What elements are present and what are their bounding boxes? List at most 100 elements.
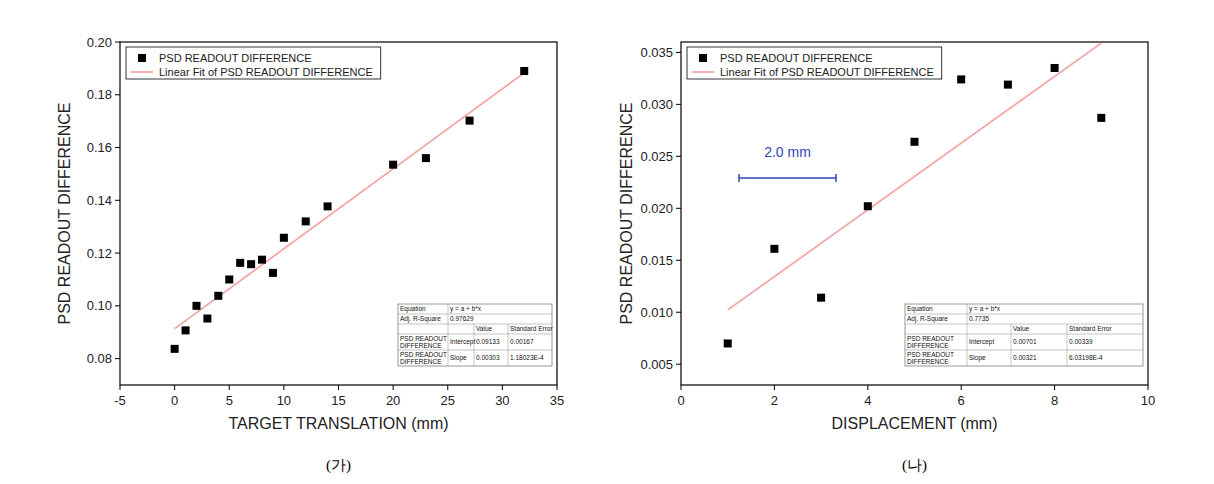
y-tick-label: 0.020 xyxy=(640,201,673,216)
x-axis-title: DISPLACEMENT (mm) xyxy=(832,415,998,432)
x-tick-label: 35 xyxy=(550,393,564,408)
x-tick-label: 15 xyxy=(331,393,345,408)
legend-marker-swatch xyxy=(699,54,707,62)
caption: (가) xyxy=(326,457,351,474)
fit-table-cell: y = a + b*x xyxy=(450,305,482,313)
fit-table-cell: 0.09133 xyxy=(476,338,500,345)
annotation: 2.0 mm xyxy=(739,144,836,182)
fit-table-rule xyxy=(448,304,449,366)
fit-table-cell: Value xyxy=(1013,325,1030,332)
x-tick-label: 5 xyxy=(226,393,233,408)
legend-label: PSD READOUT DIFFERENCE xyxy=(720,52,873,64)
x-tick xyxy=(174,385,175,390)
fit-table-cell: Equation xyxy=(400,305,426,313)
scatter-point xyxy=(911,138,919,146)
legend: PSD READOUT DIFFERENCELinear Fit of PSD … xyxy=(126,47,381,79)
scale-bar-end xyxy=(738,174,740,182)
x-tick xyxy=(447,385,448,390)
y-tick-label: 0.015 xyxy=(640,253,673,268)
x-tick xyxy=(681,385,682,390)
fit-table-cell: 0.00167 xyxy=(510,338,534,345)
plot-frame xyxy=(681,42,1148,385)
legend-box xyxy=(687,47,942,79)
fit-table-rule xyxy=(508,324,509,366)
x-tick-label: 4 xyxy=(864,393,871,408)
x-tick-label: 0 xyxy=(171,393,178,408)
data-group xyxy=(724,43,1106,347)
fit-table-row-label: PSD READOUTDIFFERENCE xyxy=(907,335,954,349)
scatter-point xyxy=(302,217,310,225)
y-tick xyxy=(115,147,120,148)
y-tick-label: 0.010 xyxy=(640,305,673,320)
fit-table-cell: Slope xyxy=(969,354,986,362)
x-tick-label: 0 xyxy=(677,393,684,408)
fit-table-cell: 0.00303 xyxy=(476,354,500,361)
x-tick xyxy=(1054,385,1055,390)
x-tick-label: 10 xyxy=(277,393,291,408)
fit-table-cell: Standard Error xyxy=(510,325,553,332)
y-tick xyxy=(115,42,120,43)
data-group xyxy=(171,67,529,353)
fit-line xyxy=(728,43,1102,310)
scatter-point xyxy=(269,269,277,277)
fit-table-cell: Adj. R-Square xyxy=(400,315,441,323)
x-tick xyxy=(557,385,558,390)
x-tick-label: 25 xyxy=(441,393,455,408)
fit-line xyxy=(175,73,525,329)
fit-table: Equationy = a + b*xAdj. R-Square0.97629V… xyxy=(398,304,553,366)
scale-bar xyxy=(739,177,836,179)
x-tick xyxy=(120,385,121,390)
scatter-point xyxy=(236,259,244,267)
scatter-point xyxy=(171,345,179,353)
y-axis-title: PSD READOUT DIFFERENCE xyxy=(618,103,635,325)
legend-label: PSD READOUT DIFFERENCE xyxy=(159,52,312,64)
x-tick-label: 20 xyxy=(386,393,400,408)
scatter-point xyxy=(280,234,288,242)
fit-table-cell: Intercept xyxy=(450,338,475,346)
scatter-point xyxy=(770,245,778,253)
x-tick xyxy=(338,385,339,390)
y-tick xyxy=(115,305,120,306)
legend: PSD READOUT DIFFERENCE Linear Fit of PSD … xyxy=(687,47,942,79)
row-label-line: PSD READOUT xyxy=(400,335,447,342)
fit-table-row-label: PSD READOUTDIFFERENCE xyxy=(907,351,954,365)
scale-bar-end xyxy=(835,174,837,182)
scatter-point xyxy=(225,275,233,283)
y-tick xyxy=(676,208,681,209)
y-tick-label: 0.14 xyxy=(87,193,112,208)
page: -5051015202530350.080.100.120.140.160.18… xyxy=(0,0,1214,484)
y-axis-title: PSD READOUT DIFFERENCE xyxy=(56,103,73,325)
row-label-line: DIFFERENCE xyxy=(400,358,442,365)
y-tick xyxy=(115,200,120,201)
y-tick-label: 0.025 xyxy=(640,149,673,164)
fit-table-box xyxy=(905,304,1143,366)
fit-table-box xyxy=(398,304,552,366)
y-tick-label: 0.030 xyxy=(640,97,673,112)
scatter-point xyxy=(324,202,332,210)
x-tick-label: -5 xyxy=(114,393,126,408)
row-label-line: DIFFERENCE xyxy=(400,342,442,349)
row-label-line: PSD READOUT xyxy=(907,351,954,358)
y-tick-label: 0.035 xyxy=(640,45,673,60)
x-tick-label: 2 xyxy=(771,393,778,408)
legend-box xyxy=(126,47,381,79)
fit-table-cell: 0.00701 xyxy=(1013,338,1037,345)
fit-table-cell: Standard Error xyxy=(1069,325,1112,332)
fit-table-cell: 1.18023E-4 xyxy=(510,354,544,361)
row-label-line: DIFFERENCE xyxy=(907,358,949,365)
y-tick-label: 0.16 xyxy=(87,140,112,155)
x-tick xyxy=(502,385,503,390)
x-tick xyxy=(229,385,230,390)
scatter-point xyxy=(389,161,397,169)
scatter-point xyxy=(247,260,255,268)
y-tick-label: 0.005 xyxy=(640,357,673,372)
fit-table-cell: 0.97629 xyxy=(450,315,474,322)
y-tick xyxy=(676,312,681,313)
x-axis-title: TARGET TRANSLATION (mm) xyxy=(228,415,448,432)
scatter-point xyxy=(520,67,528,75)
scatter-point xyxy=(864,202,872,210)
y-tick xyxy=(676,52,681,53)
legend-label: Linear Fit of PSD READOUT DIFFERENCE xyxy=(720,66,934,78)
x-tick xyxy=(867,385,868,390)
row-label-line: PSD READOUT xyxy=(400,351,447,358)
